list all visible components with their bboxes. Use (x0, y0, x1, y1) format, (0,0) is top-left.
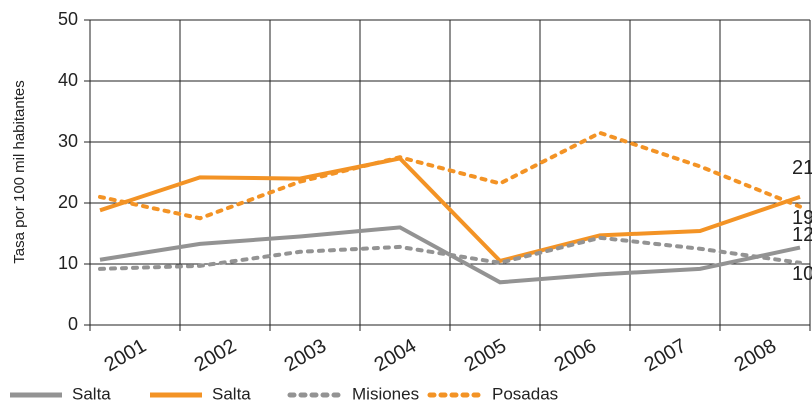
y-tick-label: 50 (58, 9, 78, 29)
value-label: 19,4 (792, 207, 812, 229)
series-line (98, 130, 802, 221)
series-line (99, 156, 801, 264)
value-label: 21,0 (792, 157, 812, 179)
y-tick-label: 40 (58, 70, 78, 90)
x-tick-label: 2002 (191, 335, 241, 376)
legend-label: Salta (72, 384, 111, 403)
value-label: 10,2 (792, 263, 812, 285)
x-tick-label: 2008 (731, 335, 781, 376)
series-line (98, 235, 802, 271)
y-tick-label: 0 (68, 314, 78, 334)
x-tick-label: 2003 (281, 335, 331, 376)
y-tick-label: 30 (58, 131, 78, 151)
x-tick-label: 2007 (641, 335, 691, 376)
x-tick-label: 2005 (461, 335, 511, 376)
y-axis-label: Tasa por 100 mil habitantes (11, 80, 28, 263)
x-tick-label: 2004 (371, 335, 421, 376)
x-tick-label: 2006 (551, 335, 601, 376)
y-tick-label: 20 (58, 192, 78, 212)
y-tick-label: 10 (58, 253, 78, 273)
legend-label: Misiones (352, 384, 419, 403)
legend-label: Posadas (492, 384, 558, 403)
x-tick-label: 2001 (101, 335, 151, 376)
legend-label: Salta (212, 384, 251, 403)
value-label: 12,7 (792, 224, 812, 246)
